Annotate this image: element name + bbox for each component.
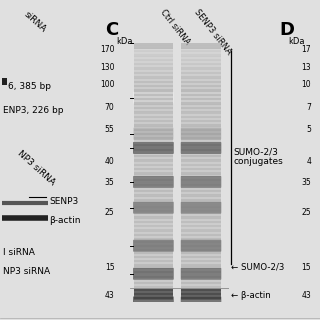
Text: β-actin: β-actin <box>50 216 81 225</box>
FancyBboxPatch shape <box>133 240 174 252</box>
Bar <box>133 37 173 49</box>
Text: 70: 70 <box>105 103 115 112</box>
Text: NP3 siRNA: NP3 siRNA <box>3 267 50 276</box>
Text: ← β-actin: ← β-actin <box>231 292 271 300</box>
Text: 7: 7 <box>306 103 311 112</box>
Text: 35: 35 <box>301 178 311 187</box>
Bar <box>181 289 221 300</box>
Text: 43: 43 <box>105 292 115 300</box>
Text: 43: 43 <box>301 292 311 300</box>
Bar <box>2 78 7 85</box>
Text: 100: 100 <box>100 80 115 89</box>
Text: C: C <box>106 21 119 39</box>
Text: 35: 35 <box>105 178 115 187</box>
FancyBboxPatch shape <box>181 202 221 214</box>
FancyBboxPatch shape <box>181 240 221 252</box>
Text: 10: 10 <box>301 80 311 89</box>
FancyBboxPatch shape <box>133 176 174 188</box>
Text: 40: 40 <box>105 157 115 166</box>
FancyBboxPatch shape <box>181 296 221 308</box>
Text: Ctrl siRNA: Ctrl siRNA <box>158 8 192 47</box>
Text: kDa: kDa <box>288 37 305 46</box>
Text: 17: 17 <box>301 45 311 54</box>
Text: D: D <box>279 21 294 39</box>
Text: l siRNA: l siRNA <box>3 248 35 257</box>
Text: 25: 25 <box>105 208 115 217</box>
Text: kDa: kDa <box>116 37 132 46</box>
FancyBboxPatch shape <box>181 128 221 140</box>
Text: SUMO-2/3
conjugates: SUMO-2/3 conjugates <box>234 147 283 166</box>
FancyBboxPatch shape <box>133 142 174 154</box>
Text: 4: 4 <box>306 157 311 166</box>
Text: ENP3, 226 bp: ENP3, 226 bp <box>3 106 64 115</box>
Text: SENP3: SENP3 <box>50 197 79 206</box>
FancyBboxPatch shape <box>133 296 174 308</box>
Text: 5: 5 <box>306 125 311 134</box>
Text: 170: 170 <box>100 45 115 54</box>
Text: 25: 25 <box>301 208 311 217</box>
Text: ← SUMO-2/3: ← SUMO-2/3 <box>231 263 284 272</box>
FancyBboxPatch shape <box>133 268 174 280</box>
FancyBboxPatch shape <box>181 176 221 188</box>
Text: 6, 385 bp: 6, 385 bp <box>8 82 51 91</box>
Text: 15: 15 <box>301 263 311 272</box>
Text: NP3 siRNA: NP3 siRNA <box>16 149 57 187</box>
FancyBboxPatch shape <box>181 268 221 280</box>
Text: SENP3 siRNA: SENP3 siRNA <box>192 8 233 57</box>
Text: 13: 13 <box>301 63 311 72</box>
FancyBboxPatch shape <box>133 202 174 214</box>
FancyBboxPatch shape <box>133 128 174 140</box>
Bar <box>181 37 221 49</box>
Bar <box>133 289 173 300</box>
FancyBboxPatch shape <box>181 142 221 154</box>
Text: siRNA: siRNA <box>22 10 48 34</box>
FancyBboxPatch shape <box>133 92 174 104</box>
FancyBboxPatch shape <box>181 92 221 104</box>
Text: 55: 55 <box>105 125 115 134</box>
Text: 15: 15 <box>105 263 115 272</box>
Text: 130: 130 <box>100 63 115 72</box>
